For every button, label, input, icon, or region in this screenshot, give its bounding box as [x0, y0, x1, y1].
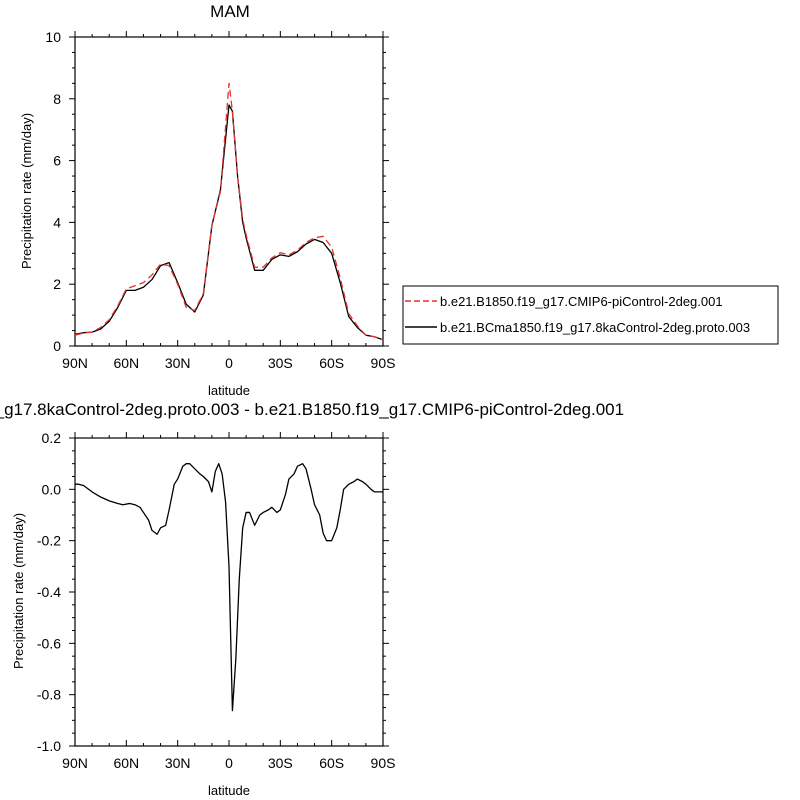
top-y-tick-label: 4 — [53, 214, 61, 230]
bottom-series-line-1 — [75, 463, 383, 712]
top-x-tick-label: 90N — [62, 355, 88, 371]
bottom-series-lines — [75, 463, 383, 712]
bottom-x-tick-label: 60N — [113, 755, 139, 771]
bottom-chart-panel: b.e21.BCma1850.f19_g17.8kaControl-2deg.p… — [0, 400, 624, 798]
bottom-axis-ticks — [69, 432, 389, 747]
bottom-x-tick-label: 90N — [62, 755, 88, 771]
legend: b.e21.B1850.f19_g17.CMIP6-piControl-2deg… — [402, 285, 779, 345]
bottom-x-tick-label: 30S — [268, 755, 293, 771]
top-x-tick-label: 60N — [113, 355, 139, 371]
top-x-tick-labels: 90N 60N 30N 0 30S 60S 90S — [62, 355, 395, 371]
bottom-x-tick-label: 60S — [319, 755, 344, 771]
top-y-axis-label: Precipitation rate (mm/day) — [19, 113, 34, 269]
bottom-y-tick-label: 0.0 — [42, 481, 62, 497]
top-x-tick-label: 60S — [319, 355, 344, 371]
top-series-line-1 — [74, 82, 384, 341]
top-series-line-2 — [74, 104, 384, 341]
top-y-tick-label: 6 — [53, 153, 61, 169]
top-x-tick-label: 90S — [371, 355, 396, 371]
bottom-y-tick-label: -0.6 — [37, 635, 61, 651]
top-x-tick-label: 30S — [268, 355, 293, 371]
top-x-tick-label: 0 — [225, 355, 233, 371]
bottom-y-tick-label: -0.2 — [37, 533, 61, 549]
bottom-x-tick-labels: 90N 60N 30N 0 30S 60S 90S — [62, 755, 395, 771]
bottom-x-tick-label: 30N — [165, 755, 191, 771]
top-y-tick-label: 2 — [53, 276, 61, 292]
legend-label-series-1: b.e21.B1850.f19_g17.CMIP6-piControl-2deg… — [440, 294, 723, 309]
top-series-lines — [74, 82, 384, 341]
top-chart-panel: MAM 90N 60N 30N 0 30S 60S 90S 0 2 4 6 8 10 latitude… — [19, 2, 395, 398]
top-x-tick-label: 30N — [165, 355, 191, 371]
top-x-axis-label: latitude — [208, 383, 250, 398]
bottom-y-tick-label: 0.2 — [42, 430, 62, 446]
top-y-tick-label: 10 — [45, 29, 61, 45]
bottom-y-tick-label: -0.8 — [37, 687, 61, 703]
bottom-x-tick-label: 90S — [371, 755, 396, 771]
top-y-tick-label: 0 — [53, 338, 61, 354]
bottom-y-tick-labels: -1.0 -0.8 -0.6 -0.4 -0.2 0.0 0.2 — [37, 430, 61, 754]
bottom-y-tick-label: -0.4 — [37, 584, 61, 600]
bottom-x-axis-label: latitude — [208, 783, 250, 798]
top-y-tick-label: 8 — [53, 91, 61, 107]
legend-box — [402, 285, 779, 345]
bottom-x-tick-label: 0 — [225, 755, 233, 771]
bottom-y-axis-label: Precipitation rate (mm/day) — [11, 513, 26, 669]
bottom-chart-title: b.e21.BCma1850.f19_g17.8kaControl-2deg.p… — [0, 400, 624, 419]
legend-label-series-2: b.e21.BCma1850.f19_g17.8kaControl-2deg.p… — [440, 320, 750, 335]
top-chart-title: MAM — [210, 2, 250, 21]
top-y-tick-labels: 0 2 4 6 8 10 — [45, 29, 61, 354]
bottom-y-tick-label: -1.0 — [37, 738, 61, 754]
top-axis-ticks — [69, 31, 389, 347]
